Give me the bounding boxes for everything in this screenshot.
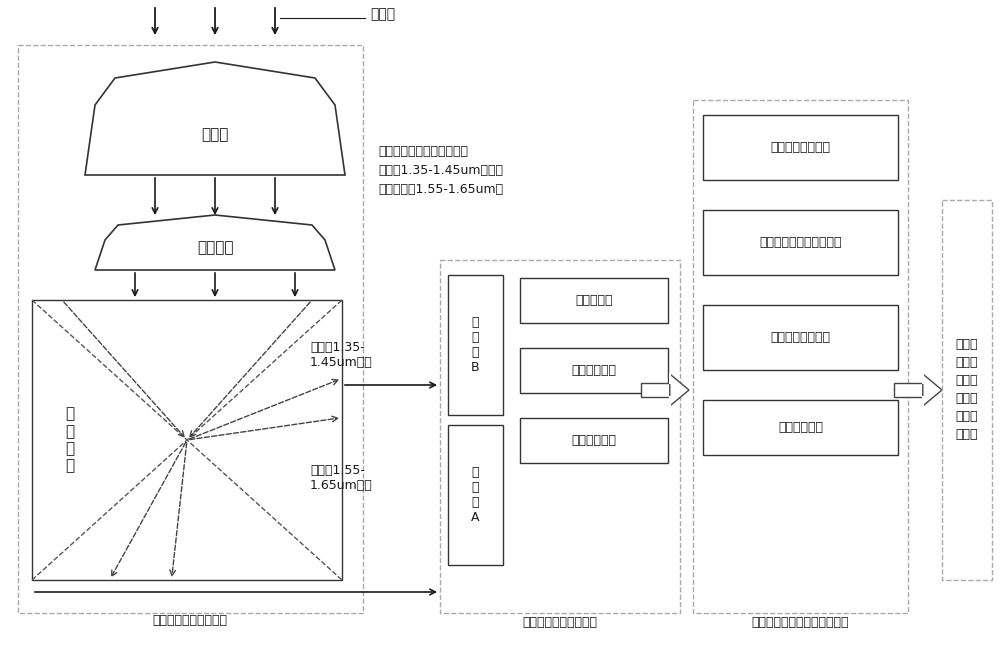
Text: 透射的1.55-
1.65um波段: 透射的1.55- 1.65um波段 (310, 464, 373, 492)
Text: 入射光: 入射光 (370, 7, 395, 21)
Text: 探
测
器
B: 探 测 器 B (471, 316, 480, 374)
Bar (520, 418, 668, 463)
Text: 差分图像处理标定方法与算法: 差分图像处理标定方法与算法 (751, 616, 849, 629)
Bar (520, 348, 668, 393)
Bar (703, 210, 898, 275)
Bar (894, 383, 923, 397)
Text: 光学镜头: 光学镜头 (197, 240, 233, 255)
Polygon shape (95, 215, 335, 270)
Bar (703, 115, 898, 180)
Text: 反射的1.35-
1.45um波段: 反射的1.35- 1.45um波段 (310, 341, 373, 369)
Text: 分光谱双光路光学系统: 分光谱双光路光学系统 (152, 614, 228, 627)
Text: 图像探测及预处理组件: 图像探测及预处理组件 (522, 616, 598, 629)
Polygon shape (923, 374, 942, 406)
Polygon shape (670, 374, 689, 406)
Text: 图像处理电路: 图像处理电路 (572, 434, 616, 447)
Bar (448, 425, 503, 565)
Bar (440, 260, 680, 613)
Text: 探
测
器
A: 探 测 器 A (471, 466, 480, 524)
Text: 双探测器协同处理: 双探测器协同处理 (770, 141, 830, 154)
Text: 分
光
棱
镜: 分 光 棱 镜 (65, 406, 75, 474)
Text: 控制处理电路: 控制处理电路 (572, 364, 616, 377)
Bar (18, 45, 363, 613)
Text: 双光路图像像素对齐标定: 双光路图像像素对齐标定 (759, 236, 842, 249)
Text: 差分图像灰度匹配: 差分图像灰度匹配 (770, 331, 830, 344)
Text: 抑制白
天大气
湍流效
应的大
视场测
星图像: 抑制白 天大气 湍流效 应的大 视场测 星图像 (956, 338, 978, 441)
Text: 遗光罩: 遗光罩 (201, 128, 229, 143)
Bar (942, 200, 992, 580)
Bar (693, 100, 908, 613)
Bar (641, 383, 670, 397)
Bar (448, 275, 503, 415)
Bar (703, 400, 898, 455)
Text: 图像差分算法: 图像差分算法 (778, 421, 823, 434)
Bar (520, 278, 668, 323)
Text: 分光棱镜镀膜面：反射光谱
范围为1.35-1.45um；透射
光谱范围为1.55-1.65um。: 分光棱镜镀膜面：反射光谱 范围为1.35-1.45um；透射 光谱范围为1.55… (378, 145, 503, 196)
Bar (32, 300, 342, 580)
Polygon shape (85, 62, 345, 175)
Bar (703, 305, 898, 370)
Text: 前置处理板: 前置处理板 (575, 294, 613, 307)
